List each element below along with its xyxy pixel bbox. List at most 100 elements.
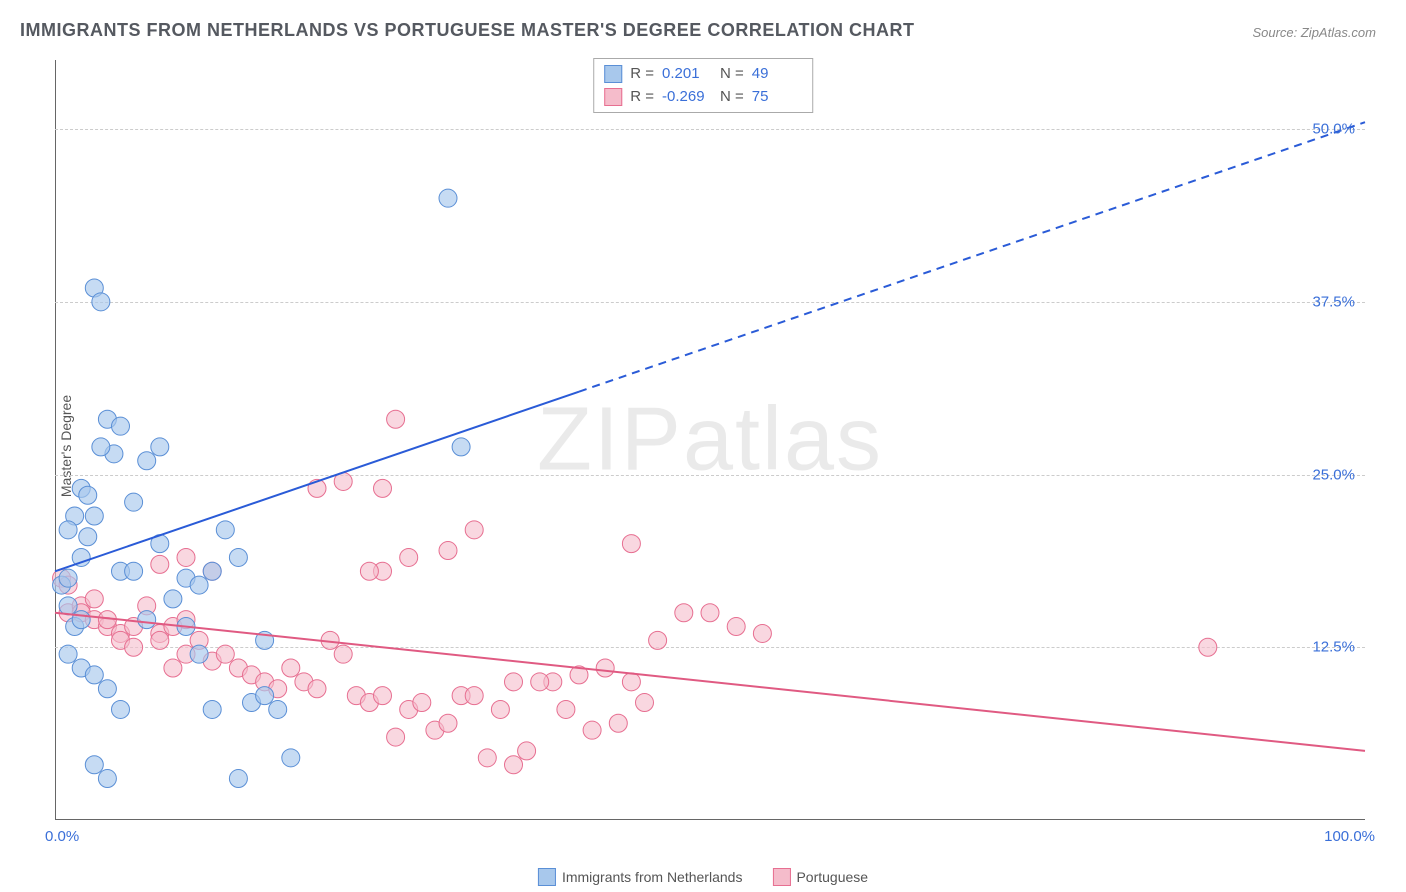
scatter-point [478,749,496,767]
scatter-point [531,673,549,691]
scatter-point [387,410,405,428]
r-label: R = [630,63,654,86]
scatter-point [59,569,77,587]
trend-line-dashed [579,122,1365,391]
scatter-point [79,486,97,504]
scatter-point [85,507,103,525]
scatter-point [216,645,234,663]
legend-item-series2: Portuguese [772,868,868,886]
scatter-point [164,659,182,677]
y-tick-label: 12.5% [1312,639,1355,656]
scatter-point [269,700,287,718]
scatter-point [622,535,640,553]
scatter-point [79,528,97,546]
legend-label-series2: Portuguese [796,869,868,885]
scatter-point [557,700,575,718]
scatter-point [439,542,457,560]
scatter-point [727,618,745,636]
scatter-point [256,687,274,705]
swatch-series2 [604,88,622,106]
scatter-point [190,576,208,594]
scatter-point [85,756,103,774]
stats-row-series1: R = 0.201 N = 49 [604,63,802,86]
scatter-point [439,714,457,732]
scatter-point [452,438,470,456]
scatter-point [59,521,77,539]
scatter-point [229,548,247,566]
scatter-point [85,666,103,684]
scatter-point [92,438,110,456]
n-value-series2: 75 [752,86,802,109]
y-tick-label: 37.5% [1312,293,1355,310]
scatter-point [374,479,392,497]
scatter-point [112,417,130,435]
plot-area: ZIPatlas 12.5%25.0%37.5%50.0% 0.0% 100.0… [55,60,1365,820]
scatter-point [649,631,667,649]
scatter-point [753,624,771,642]
x-tick-100: 100.0% [1324,828,1375,845]
scatter-point [596,659,614,677]
scatter-point [112,700,130,718]
scatter-point [125,562,143,580]
legend-item-series1: Immigrants from Netherlands [538,868,743,886]
legend-swatch-series2 [772,868,790,886]
scatter-point [675,604,693,622]
y-tick-label: 25.0% [1312,466,1355,483]
scatter-point [518,742,536,760]
r-label: R = [630,86,654,109]
stats-row-series2: R = -0.269 N = 75 [604,86,802,109]
scatter-point [72,611,90,629]
scatter-point [125,638,143,656]
scatter-point [282,749,300,767]
chart-title: IMMIGRANTS FROM NETHERLANDS VS PORTUGUES… [20,20,914,41]
scatter-point [505,756,523,774]
source-attribution: Source: ZipAtlas.com [1252,25,1376,40]
swatch-series1 [604,65,622,83]
scatter-point [59,645,77,663]
scatter-point [465,521,483,539]
scatter-point [701,604,719,622]
scatter-point [360,562,378,580]
scatter-point [387,728,405,746]
scatter-point [413,694,431,712]
x-tick-0: 0.0% [45,828,79,845]
scatter-point [374,687,392,705]
scatter-point [59,597,77,615]
scatter-point [229,770,247,788]
scatter-point [439,189,457,207]
scatter-point [151,555,169,573]
scatter-point [505,673,523,691]
scatter-point [1199,638,1217,656]
scatter-point [583,721,601,739]
scatter-point [203,562,221,580]
legend-swatch-series1 [538,868,556,886]
scatter-point [98,680,116,698]
scatter-point [164,590,182,608]
y-tick-label: 50.0% [1312,121,1355,138]
scatter-point [491,700,509,718]
n-label: N = [720,63,744,86]
r-value-series2: -0.269 [662,86,712,109]
scatter-point [334,645,352,663]
scatter-point [85,590,103,608]
scatter-point [609,714,627,732]
scatter-point [400,548,418,566]
scatter-point [138,452,156,470]
stats-legend-box: R = 0.201 N = 49 R = -0.269 N = 75 [593,58,813,113]
n-value-series1: 49 [752,63,802,86]
scatter-point [282,659,300,677]
trend-line [55,392,579,572]
source-prefix: Source: [1252,25,1300,40]
legend-label-series1: Immigrants from Netherlands [562,869,743,885]
bottom-legend: Immigrants from Netherlands Portuguese [538,868,868,886]
r-value-series1: 0.201 [662,63,712,86]
scatter-point [151,438,169,456]
n-label: N = [720,86,744,109]
scatter-point [177,548,195,566]
scatter-point [125,493,143,511]
scatter-point [138,611,156,629]
scatter-point [151,631,169,649]
scatter-point [622,673,640,691]
scatter-point [216,521,234,539]
scatter-point [465,687,483,705]
